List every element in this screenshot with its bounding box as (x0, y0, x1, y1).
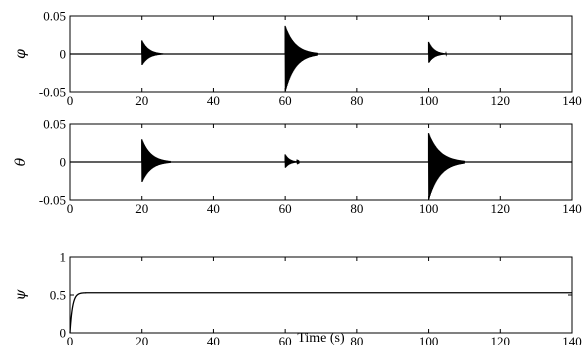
x-tick-label: 60 (279, 93, 292, 108)
x-tick-label: 140 (562, 93, 582, 108)
x-tick-label: 60 (279, 201, 292, 216)
y-axis-label-phi: φ (13, 49, 29, 59)
x-tick-label: 120 (491, 334, 511, 345)
y-tick-label: 0 (60, 326, 67, 341)
y-tick-label: 0.05 (43, 9, 66, 24)
x-tick-label: 100 (419, 334, 439, 345)
y-tick-label: -0.05 (39, 85, 66, 100)
subplot-psi: ψ 0 20 40 60 80 100 120 140 0 0.5 1 (13, 250, 582, 345)
x-tick-label: 0 (67, 201, 74, 216)
x-tick-label: 0 (67, 93, 74, 108)
x-tick-label: 120 (491, 201, 511, 216)
y-tick-label: 0 (60, 155, 67, 170)
x-tick-label: 0 (67, 334, 74, 345)
x-tick-label: 60 (279, 334, 292, 345)
y-axis-label-psi: ψ (13, 288, 29, 300)
y-tick-label: 0 (60, 47, 67, 62)
x-tick-label: 20 (135, 93, 148, 108)
x-tick-label: 140 (562, 201, 582, 216)
x-tick-label: 40 (207, 93, 220, 108)
x-tick-label: 100 (419, 93, 439, 108)
x-tick-label: 140 (562, 334, 582, 345)
y-axis-label-theta: θ (13, 157, 29, 166)
y-tick-label: -0.05 (39, 193, 66, 208)
y-tick-label: 1 (60, 250, 67, 265)
x-tick-label: 100 (419, 201, 439, 216)
y-tick-label: 0.5 (50, 288, 66, 303)
x-tick-label: 40 (207, 201, 220, 216)
series-line (70, 133, 572, 200)
x-tick-label: 80 (350, 201, 363, 216)
x-tick-label: 80 (350, 93, 363, 108)
x-tick-label: 40 (207, 334, 220, 345)
plot-frame (69, 256, 573, 334)
x-tick-label: 120 (491, 93, 511, 108)
x-tick-label: 80 (350, 334, 363, 345)
y-tick-label: 0.05 (43, 117, 66, 132)
x-tick-label: 20 (135, 334, 148, 345)
series-line (69, 292, 572, 334)
x-tick-label: 20 (135, 201, 148, 216)
series-line (70, 25, 572, 92)
x-axis-label: Time (s) (297, 331, 345, 345)
